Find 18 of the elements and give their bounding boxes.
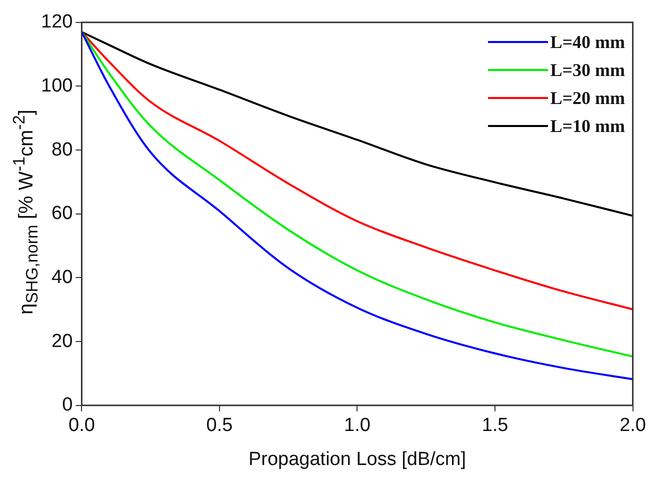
y-tick-label: 80 (52, 139, 73, 160)
x-axis-title: Propagation Loss [dB/cm] (248, 448, 466, 470)
y-tick-label: 40 (52, 266, 73, 288)
legend-label: L=40 mm (550, 32, 625, 52)
x-tick-label: 0.5 (206, 415, 233, 436)
y-tick-label: 60 (52, 203, 73, 224)
y-tick-label: 0 (62, 394, 73, 416)
x-tick-label: 1.0 (344, 415, 370, 436)
legend-label: L=10 mm (550, 116, 625, 136)
legend-label: L=20 mm (550, 88, 625, 108)
x-tick-label: 2.0 (620, 415, 646, 436)
x-tick-label: 1.5 (482, 415, 508, 436)
x-tick-label: 0.0 (68, 415, 95, 436)
legend-label: L=30 mm (550, 60, 625, 80)
line-series (82, 30, 633, 217)
y-tick-label: 100 (41, 75, 73, 96)
y-tick-label: 20 (52, 330, 73, 352)
y-tick-label: 120 (41, 12, 73, 33)
